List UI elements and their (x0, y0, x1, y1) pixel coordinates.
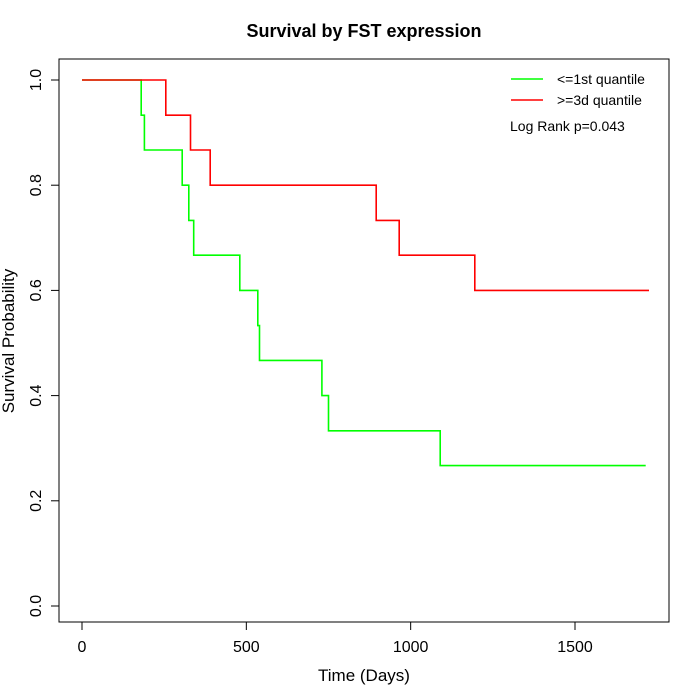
y-tick-label: 0.6 (28, 279, 45, 301)
x-tick-label: 500 (233, 639, 260, 656)
chart-title: Survival by FST expression (246, 21, 481, 41)
x-tick-label: 0 (78, 639, 87, 656)
series-layer (82, 79, 649, 467)
survival-curve-low (82, 79, 646, 467)
x-axis-label: Time (Days) (318, 666, 410, 685)
log-rank-annotation: Log Rank p=0.043 (510, 118, 625, 134)
x-tick-label: 1000 (393, 639, 429, 656)
y-axis-label: Survival Probability (0, 268, 18, 413)
y-tick-label: 0.2 (28, 490, 45, 512)
survival-curve-high (82, 79, 649, 292)
plot-frame (58, 58, 670, 623)
legend: <=1st quantile >=3d quantile (511, 71, 645, 108)
y-tick-label: 1.0 (28, 69, 45, 91)
y-tick-label: 0.8 (28, 174, 45, 196)
x-tick-label: 1500 (557, 639, 593, 656)
y-tick-label: 0.4 (28, 384, 45, 406)
y-axis: 0.0 0.2 0.4 0.6 0.8 1.0 (28, 69, 60, 617)
x-axis: 0 500 1000 1500 (78, 621, 593, 656)
legend-label-low: <=1st quantile (557, 71, 645, 87)
legend-label-high: >=3d quantile (557, 92, 642, 108)
y-tick-label: 0.0 (28, 595, 45, 617)
